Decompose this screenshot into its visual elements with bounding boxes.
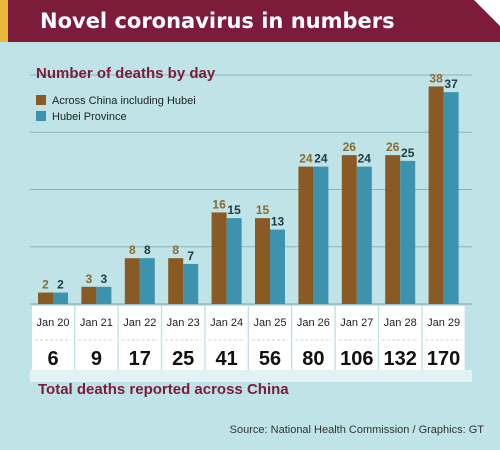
- bar-china: [385, 155, 401, 304]
- bar-hubei: [400, 160, 416, 304]
- total-value: 6: [47, 348, 58, 370]
- chart-title: Number of deaths by day: [36, 65, 216, 82]
- x-tick-label: Jan 21: [80, 317, 113, 329]
- source-credit: Source: National Health Commission / Gra…: [229, 424, 484, 436]
- bar-value-label: 38: [429, 71, 443, 85]
- bar-value-label: 24: [299, 152, 313, 166]
- date-card: [292, 306, 335, 370]
- date-cards: Jan 20 6 Jan 21 9 Jan 22 17 Jan 23 25 Jan 24 41 Ja…: [30, 306, 472, 398]
- bar-hubei: [53, 292, 68, 304]
- bar-value-label: 8: [172, 243, 179, 257]
- bar-hubei: [443, 92, 459, 304]
- date-card: [335, 306, 378, 370]
- bar-hubei: [183, 263, 199, 304]
- bar-china: [211, 212, 227, 304]
- bar-value-label: 13: [271, 215, 285, 229]
- bar-value-label: 16: [212, 197, 226, 211]
- total-value: 41: [215, 348, 237, 370]
- total-value: 106: [340, 348, 373, 370]
- bar-value-label: 7: [187, 249, 194, 263]
- legend-swatch: [36, 95, 46, 105]
- date-card: [249, 306, 291, 370]
- total-value: 56: [259, 348, 281, 370]
- x-tick-label: Jan 22: [123, 317, 156, 329]
- bars: [38, 86, 459, 304]
- x-tick-label: Jan 29: [427, 317, 460, 329]
- title-accent-stripe: [0, 0, 8, 42]
- bar-value-label: 8: [144, 243, 151, 257]
- total-value: 80: [302, 348, 324, 370]
- bar-hubei: [270, 229, 285, 304]
- bar-value-label: 24: [314, 152, 328, 166]
- bar-china: [168, 258, 184, 304]
- x-tick-label: Jan 25: [253, 317, 286, 329]
- bar-value-label: 2: [57, 278, 64, 292]
- bar-hubei: [96, 286, 112, 304]
- bar-value-label: 15: [256, 203, 270, 217]
- total-value: 25: [172, 348, 194, 370]
- x-tick-label: Jan 20: [36, 317, 69, 329]
- bar-value-label: 2: [42, 278, 49, 292]
- chart-legend: Across China including Hubei Hubei Provin…: [36, 95, 196, 123]
- bar-value-label: 26: [386, 140, 400, 154]
- bar-china: [298, 166, 314, 304]
- card-fade: [30, 370, 472, 382]
- bar-china: [341, 155, 357, 304]
- date-card: [422, 306, 465, 370]
- date-card: [379, 306, 422, 370]
- bar-hubei: [226, 218, 242, 304]
- total-value: 17: [129, 348, 151, 370]
- bar-hubei: [313, 166, 329, 304]
- date-card: [75, 306, 118, 370]
- x-tick-label: Jan 28: [384, 317, 417, 329]
- total-value: 132: [384, 348, 417, 370]
- bar-china: [81, 286, 97, 304]
- bar-value-label: 8: [129, 243, 136, 257]
- title-bar: Novel coronavirus in numbers: [0, 0, 500, 42]
- corner-fold: [474, 0, 500, 26]
- legend-swatch: [36, 111, 46, 121]
- date-card: [118, 306, 161, 370]
- legend-label: Across China including Hubei: [52, 95, 196, 107]
- bar-hubei: [139, 258, 155, 304]
- total-value: 170: [427, 348, 460, 370]
- x-tick-label: Jan 27: [340, 317, 373, 329]
- x-tick-label: Jan 24: [210, 317, 243, 329]
- bar-china: [38, 292, 53, 304]
- page-title: Novel coronavirus in numbers: [40, 9, 395, 33]
- bar-value-label: 3: [101, 272, 108, 286]
- date-card: [205, 306, 248, 370]
- x-tick-label: Jan 26: [297, 317, 330, 329]
- bar-china: [124, 258, 140, 304]
- bar-value-label: 26: [343, 140, 357, 154]
- bar-value-label: 24: [358, 152, 372, 166]
- bar-value-label: 25: [401, 146, 415, 160]
- bar-hubei: [356, 166, 372, 304]
- date-card: [32, 306, 74, 370]
- totals-caption: Total deaths reported across China: [38, 381, 289, 398]
- x-tick-label: Jan 23: [167, 317, 200, 329]
- bar-china: [255, 218, 270, 304]
- total-value: 9: [91, 348, 102, 370]
- date-card: [162, 306, 205, 370]
- legend-label: Hubei Province: [52, 111, 127, 123]
- bar-china: [428, 86, 444, 304]
- deaths-bar-chart: Across China including Hubei Hubei Provin…: [30, 65, 472, 398]
- bar-value-label: 3: [86, 272, 93, 286]
- bar-value-label: 15: [227, 203, 241, 217]
- bar-value-label: 37: [444, 77, 458, 91]
